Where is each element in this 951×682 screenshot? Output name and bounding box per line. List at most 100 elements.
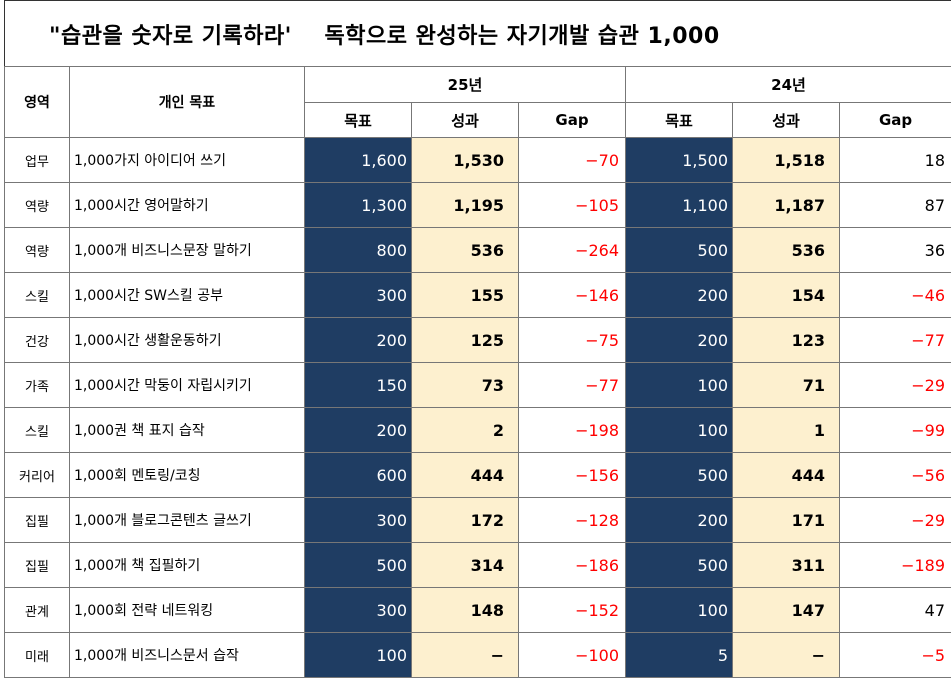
- category-cell[interactable]: 스킬: [4, 407, 70, 453]
- result-24-cell[interactable]: 311: [732, 542, 841, 588]
- title-row[interactable]: "습관을 숫자로 기록하라' 독학으로 완성하는 자기개발 습관 1,000: [4, 0, 951, 66]
- result-24-cell[interactable]: 1: [732, 407, 841, 453]
- gap-24-cell[interactable]: −77: [839, 317, 951, 363]
- goal-cell[interactable]: 1,000개 비즈니스문서 습작: [69, 632, 305, 678]
- gap-24-cell[interactable]: −29: [839, 362, 951, 408]
- goal-cell[interactable]: 1,000회 멘토링/코칭: [69, 452, 305, 498]
- result-24-cell[interactable]: −: [732, 632, 841, 678]
- target-25-cell[interactable]: 1,300: [304, 182, 412, 228]
- gap-24-cell[interactable]: −5: [839, 632, 951, 678]
- goal-cell[interactable]: 1,000회 전략 네트워킹: [69, 587, 305, 633]
- result-24-cell[interactable]: 1,518: [732, 137, 841, 183]
- gap-25-cell[interactable]: −152: [517, 587, 627, 633]
- header-result-24[interactable]: 성과: [732, 102, 841, 138]
- gap-25-cell[interactable]: −264: [517, 227, 627, 273]
- category-cell[interactable]: 스킬: [4, 272, 70, 318]
- target-24-cell[interactable]: 500: [625, 227, 734, 273]
- result-24-cell[interactable]: 536: [732, 227, 841, 273]
- target-24-cell[interactable]: 100: [625, 407, 734, 453]
- result-25-cell[interactable]: 536: [411, 227, 519, 273]
- result-25-cell[interactable]: 1,530: [411, 137, 519, 183]
- category-cell[interactable]: 집필: [4, 542, 70, 588]
- result-25-cell[interactable]: 73: [411, 362, 519, 408]
- gap-25-cell[interactable]: −75: [517, 317, 627, 363]
- goal-cell[interactable]: 1,000가지 아이디어 쓰기: [69, 137, 305, 183]
- target-25-cell[interactable]: 500: [304, 542, 412, 588]
- gap-24-cell[interactable]: 47: [839, 587, 951, 633]
- target-25-cell[interactable]: 100: [304, 632, 412, 678]
- gap-25-cell[interactable]: −186: [517, 542, 627, 588]
- target-24-cell[interactable]: 100: [625, 362, 734, 408]
- gap-24-cell[interactable]: 87: [839, 182, 951, 228]
- target-25-cell[interactable]: 1,600: [304, 137, 412, 183]
- target-24-cell[interactable]: 500: [625, 452, 734, 498]
- gap-25-cell[interactable]: −128: [517, 497, 627, 543]
- goal-cell[interactable]: 1,000시간 영어말하기: [69, 182, 305, 228]
- target-25-cell[interactable]: 800: [304, 227, 412, 273]
- header-target-25[interactable]: 목표: [304, 102, 412, 138]
- target-24-cell[interactable]: 5: [625, 632, 734, 678]
- result-24-cell[interactable]: 154: [732, 272, 841, 318]
- header-year-24[interactable]: 24년: [625, 66, 951, 103]
- category-cell[interactable]: 역량: [4, 227, 70, 273]
- header-year-25[interactable]: 25년: [303, 66, 627, 103]
- target-24-cell[interactable]: 100: [625, 587, 734, 633]
- result-25-cell[interactable]: 155: [411, 272, 519, 318]
- result-25-cell[interactable]: 148: [411, 587, 519, 633]
- gap-24-cell[interactable]: −99: [839, 407, 951, 453]
- gap-25-cell[interactable]: −105: [517, 182, 627, 228]
- goal-cell[interactable]: 1,000개 책 집필하기: [69, 542, 305, 588]
- gap-25-cell[interactable]: −198: [517, 407, 627, 453]
- header-goal[interactable]: 개인 목표: [69, 66, 305, 138]
- result-24-cell[interactable]: 147: [732, 587, 841, 633]
- result-25-cell[interactable]: −: [411, 632, 519, 678]
- result-25-cell[interactable]: 2: [411, 407, 519, 453]
- target-24-cell[interactable]: 200: [625, 497, 734, 543]
- target-24-cell[interactable]: 1,500: [625, 137, 734, 183]
- gap-25-cell[interactable]: −100: [517, 632, 627, 678]
- gap-25-cell[interactable]: −70: [517, 137, 627, 183]
- gap-24-cell[interactable]: −56: [839, 452, 951, 498]
- target-25-cell[interactable]: 200: [304, 317, 412, 363]
- goal-cell[interactable]: 1,000개 비즈니스문장 말하기: [69, 227, 305, 273]
- result-24-cell[interactable]: 123: [732, 317, 841, 363]
- header-category[interactable]: 영역: [4, 66, 70, 138]
- result-25-cell[interactable]: 1,195: [411, 182, 519, 228]
- category-cell[interactable]: 집필: [4, 497, 70, 543]
- result-25-cell[interactable]: 314: [411, 542, 519, 588]
- category-cell[interactable]: 역량: [4, 182, 70, 228]
- category-cell[interactable]: 커리어: [4, 452, 70, 498]
- target-25-cell[interactable]: 150: [304, 362, 412, 408]
- result-25-cell[interactable]: 172: [411, 497, 519, 543]
- header-gap-24[interactable]: Gap: [839, 102, 951, 138]
- goal-cell[interactable]: 1,000시간 생활운동하기: [69, 317, 305, 363]
- category-cell[interactable]: 가족: [4, 362, 70, 408]
- category-cell[interactable]: 업무: [4, 137, 70, 183]
- gap-24-cell[interactable]: −29: [839, 497, 951, 543]
- category-cell[interactable]: 관계: [4, 587, 70, 633]
- result-24-cell[interactable]: 71: [732, 362, 841, 408]
- target-25-cell[interactable]: 300: [304, 272, 412, 318]
- target-24-cell[interactable]: 1,100: [625, 182, 734, 228]
- target-25-cell[interactable]: 200: [304, 407, 412, 453]
- category-cell[interactable]: 건강: [4, 317, 70, 363]
- gap-25-cell[interactable]: −146: [517, 272, 627, 318]
- target-24-cell[interactable]: 500: [625, 542, 734, 588]
- goal-cell[interactable]: 1,000시간 막둥이 자립시키기: [69, 362, 305, 408]
- result-25-cell[interactable]: 444: [411, 452, 519, 498]
- goal-cell[interactable]: 1,000시간 SW스킬 공부: [69, 272, 305, 318]
- header-result-25[interactable]: 성과: [411, 102, 519, 138]
- target-25-cell[interactable]: 600: [304, 452, 412, 498]
- target-25-cell[interactable]: 300: [304, 587, 412, 633]
- result-24-cell[interactable]: 1,187: [732, 182, 841, 228]
- result-24-cell[interactable]: 444: [732, 452, 841, 498]
- gap-24-cell[interactable]: −189: [839, 542, 951, 588]
- header-target-24[interactable]: 목표: [625, 102, 734, 138]
- target-24-cell[interactable]: 200: [625, 317, 734, 363]
- result-25-cell[interactable]: 125: [411, 317, 519, 363]
- goal-cell[interactable]: 1,000개 블로그콘텐츠 글쓰기: [69, 497, 305, 543]
- gap-24-cell[interactable]: 36: [839, 227, 951, 273]
- goal-cell[interactable]: 1,000권 책 표지 습작: [69, 407, 305, 453]
- target-25-cell[interactable]: 300: [304, 497, 412, 543]
- gap-24-cell[interactable]: −46: [839, 272, 951, 318]
